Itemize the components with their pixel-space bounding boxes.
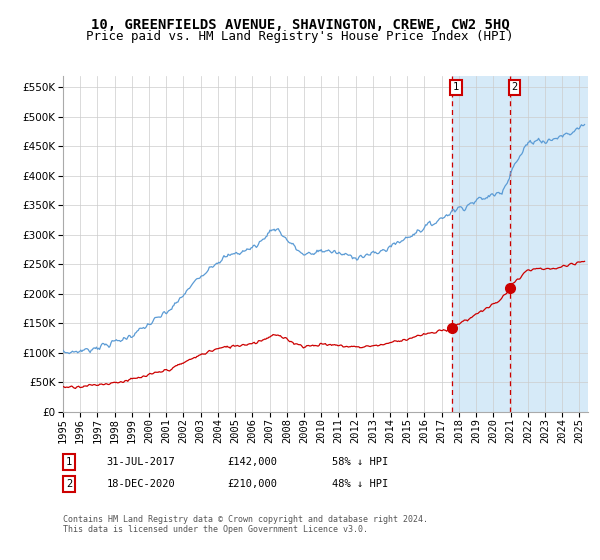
Text: 31-JUL-2017: 31-JUL-2017 bbox=[107, 457, 175, 467]
Text: 1: 1 bbox=[66, 457, 72, 467]
Text: 2: 2 bbox=[511, 82, 517, 92]
Text: 10, GREENFIELDS AVENUE, SHAVINGTON, CREWE, CW2 5HQ: 10, GREENFIELDS AVENUE, SHAVINGTON, CREW… bbox=[91, 18, 509, 32]
Text: 1: 1 bbox=[453, 82, 459, 92]
Text: Contains HM Land Registry data © Crown copyright and database right 2024.: Contains HM Land Registry data © Crown c… bbox=[63, 515, 428, 524]
Text: 48% ↓ HPI: 48% ↓ HPI bbox=[332, 479, 388, 489]
Text: £210,000: £210,000 bbox=[227, 479, 277, 489]
Text: 58% ↓ HPI: 58% ↓ HPI bbox=[332, 457, 388, 467]
Text: Price paid vs. HM Land Registry's House Price Index (HPI): Price paid vs. HM Land Registry's House … bbox=[86, 30, 514, 43]
Text: This data is licensed under the Open Government Licence v3.0.: This data is licensed under the Open Gov… bbox=[63, 525, 368, 534]
Text: 18-DEC-2020: 18-DEC-2020 bbox=[107, 479, 175, 489]
Bar bbox=[510, 76, 588, 412]
Bar bbox=[452, 76, 510, 412]
Text: 2: 2 bbox=[66, 479, 72, 489]
Text: £142,000: £142,000 bbox=[227, 457, 277, 467]
